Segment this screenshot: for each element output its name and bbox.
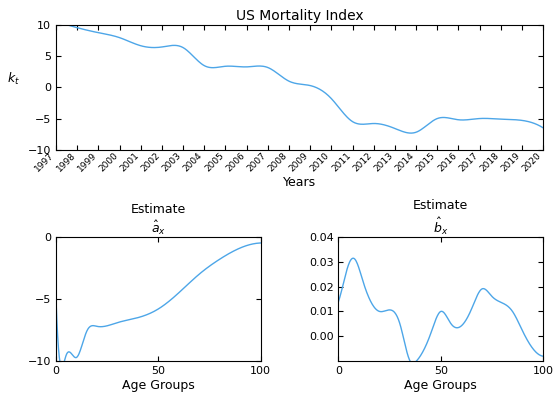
X-axis label: Age Groups: Age Groups [122,379,195,392]
X-axis label: Age Groups: Age Groups [404,379,477,392]
X-axis label: Years: Years [283,176,316,189]
Title: Estimate
$\hat{a}_x$: Estimate $\hat{a}_x$ [130,203,186,237]
Y-axis label: $k_t$: $k_t$ [7,71,20,87]
Title: US Mortality Index: US Mortality Index [236,9,363,23]
Title: Estimate
$\hat{b}_x$: Estimate $\hat{b}_x$ [413,199,469,237]
